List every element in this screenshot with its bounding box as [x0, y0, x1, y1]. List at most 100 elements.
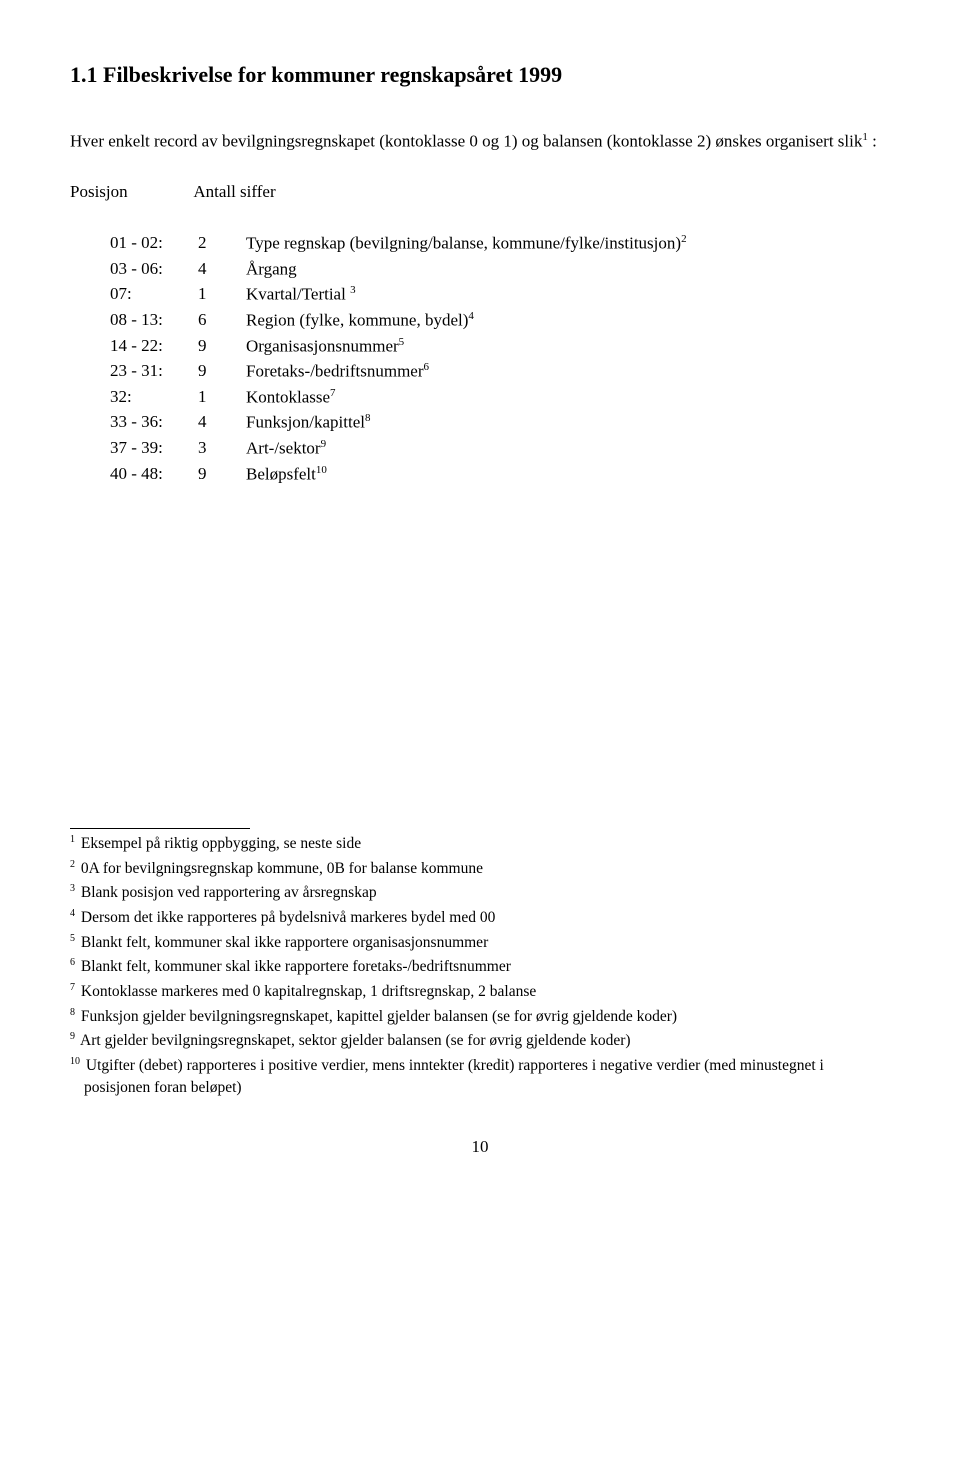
- cell-desc-text: Funksjon/kapittel: [246, 413, 365, 432]
- footnote-text: Utgifter (debet) rapporteres i positive …: [84, 1057, 824, 1096]
- cell-position: 08 - 13:: [110, 309, 198, 335]
- footnote: 10 Utgifter (debet) rapporteres i positi…: [70, 1055, 890, 1100]
- footnote: 2 0A for bevilgningsregnskap kommune, 0B…: [70, 858, 890, 881]
- cell-desc-text: Beløpsfelt: [246, 464, 316, 483]
- cell-description: Kontoklasse7: [246, 386, 695, 412]
- footnote-number: 9: [70, 1031, 75, 1042]
- cell-position: 32:: [110, 386, 198, 412]
- cell-desc-text: Organisasjonsnummer: [246, 336, 399, 355]
- cell-desc-sup: 4: [468, 310, 474, 322]
- footnote-number: 7: [70, 982, 75, 993]
- cell-desc-text: Region (fylke, kommune, bydel): [246, 311, 468, 330]
- cell-description: Beløpsfelt10: [246, 463, 695, 489]
- cell-desc-sup: 2: [681, 233, 687, 245]
- table-row: 37 - 39: 3 Art-/sektor9: [110, 437, 695, 463]
- cell-description: Funksjon/kapittel8: [246, 411, 695, 437]
- field-table-body: 01 - 02: 2 Type regnskap (bevilgning/bal…: [110, 232, 695, 488]
- cell-description: Årgang: [246, 258, 695, 284]
- page-heading: 1.1 Filbeskrivelse for kommuner regnskap…: [70, 60, 890, 90]
- cell-count: 1: [198, 283, 246, 309]
- table-row: 23 - 31: 9 Foretaks-/bedriftsnummer6: [110, 360, 695, 386]
- table-row: 32: 1 Kontoklasse7: [110, 386, 695, 412]
- column-header-count: Antall siffer: [193, 182, 275, 201]
- footnote: 7 Kontoklasse markeres med 0 kapitalregn…: [70, 981, 890, 1004]
- footnote-number: 2: [70, 859, 75, 870]
- footnote: 9 Art gjelder bevilgningsregnskapet, sek…: [70, 1030, 890, 1053]
- footnote-separator: [70, 828, 250, 829]
- cell-count: 9: [198, 463, 246, 489]
- footnote-text: 0A for bevilgningsregnskap kommune, 0B f…: [81, 860, 483, 877]
- cell-desc-sup: 8: [365, 412, 371, 424]
- cell-description: Art-/sektor9: [246, 437, 695, 463]
- cell-desc-text: Art-/sektor: [246, 439, 321, 458]
- cell-description: Region (fylke, kommune, bydel)4: [246, 309, 695, 335]
- intro-text: Hver enkelt record av bevilgningsregnska…: [70, 131, 862, 150]
- cell-desc-sup: 3: [350, 284, 356, 296]
- footnote-number: 4: [70, 908, 75, 919]
- cell-desc-text: Type regnskap (bevilgning/balanse, kommu…: [246, 234, 681, 253]
- cell-count: 6: [198, 309, 246, 335]
- table-row: 08 - 13: 6 Region (fylke, kommune, bydel…: [110, 309, 695, 335]
- cell-desc-sup: 6: [424, 361, 430, 373]
- intro-paragraph: Hver enkelt record av bevilgningsregnska…: [70, 130, 890, 154]
- footnote-number: 1: [70, 834, 75, 845]
- footnote-text: Eksempel på riktig oppbygging, se neste …: [81, 835, 361, 852]
- column-header-position: Posisjon: [70, 181, 190, 204]
- footnotes-block: 1 Eksempel på riktig oppbygging, se nest…: [70, 833, 890, 1100]
- footnote-number: 8: [70, 1007, 75, 1018]
- footnote: 6 Blankt felt, kommuner skal ikke rappor…: [70, 956, 890, 979]
- footnote-number: 6: [70, 957, 75, 968]
- footnote-text: Kontoklasse markeres med 0 kapitalregnsk…: [81, 983, 536, 1000]
- footnote-text: Blankt felt, kommuner skal ikke rapporte…: [81, 934, 488, 951]
- cell-position: 40 - 48:: [110, 463, 198, 489]
- cell-desc-text: Årgang: [246, 259, 297, 278]
- footnote-number: 3: [70, 883, 75, 894]
- cell-position: 07:: [110, 283, 198, 309]
- cell-desc-text: Foretaks-/bedriftsnummer: [246, 362, 424, 381]
- table-row: 40 - 48: 9 Beløpsfelt10: [110, 463, 695, 489]
- cell-position: 03 - 06:: [110, 258, 198, 284]
- footnote: 8 Funksjon gjelder bevilgningsregnskapet…: [70, 1006, 890, 1029]
- cell-count: 3: [198, 437, 246, 463]
- cell-count: 9: [198, 335, 246, 361]
- cell-position: 23 - 31:: [110, 360, 198, 386]
- footnote-text: Blank posisjon ved rapportering av årsre…: [81, 885, 377, 902]
- cell-position: 37 - 39:: [110, 437, 198, 463]
- cell-desc-text: Kontoklasse: [246, 387, 330, 406]
- cell-desc-sup: 10: [316, 464, 327, 476]
- footnote-text: Dersom det ikke rapporteres på bydelsniv…: [81, 909, 496, 926]
- cell-count: 1: [198, 386, 246, 412]
- footnote: 4 Dersom det ikke rapporteres på bydelsn…: [70, 907, 890, 930]
- column-header-row: Posisjon Antall siffer: [70, 181, 890, 204]
- cell-desc-sup: 9: [321, 438, 327, 450]
- page-number: 10: [70, 1136, 890, 1159]
- cell-description: Foretaks-/bedriftsnummer6: [246, 360, 695, 386]
- table-row: 33 - 36: 4 Funksjon/kapittel8: [110, 411, 695, 437]
- footnote-text: Blankt felt, kommuner skal ikke rapporte…: [81, 958, 511, 975]
- cell-position: 01 - 02:: [110, 232, 198, 258]
- footnote: 1 Eksempel på riktig oppbygging, se nest…: [70, 833, 890, 856]
- table-row: 03 - 06: 4 Årgang: [110, 258, 695, 284]
- table-row: 01 - 02: 2 Type regnskap (bevilgning/bal…: [110, 232, 695, 258]
- footnote-text: Art gjelder bevilgningsregnskapet, sekto…: [80, 1032, 631, 1049]
- cell-desc-sup: 5: [399, 336, 405, 348]
- intro-colon: :: [868, 131, 877, 150]
- cell-position: 33 - 36:: [110, 411, 198, 437]
- footnote-number: 10: [70, 1056, 80, 1067]
- field-table: 01 - 02: 2 Type regnskap (bevilgning/bal…: [110, 232, 695, 488]
- cell-count: 9: [198, 360, 246, 386]
- footnote-text: Funksjon gjelder bevilgningsregnskapet, …: [81, 1008, 677, 1025]
- cell-count: 2: [198, 232, 246, 258]
- cell-count: 4: [198, 411, 246, 437]
- cell-count: 4: [198, 258, 246, 284]
- table-row: 07: 1 Kvartal/Tertial 3: [110, 283, 695, 309]
- cell-desc-sup: 7: [330, 387, 336, 399]
- cell-position: 14 - 22:: [110, 335, 198, 361]
- cell-description: Type regnskap (bevilgning/balanse, kommu…: [246, 232, 695, 258]
- footnote: 5 Blankt felt, kommuner skal ikke rappor…: [70, 932, 890, 955]
- cell-description: Organisasjonsnummer5: [246, 335, 695, 361]
- table-row: 14 - 22: 9 Organisasjonsnummer5: [110, 335, 695, 361]
- footnote-number: 5: [70, 933, 75, 944]
- cell-desc-text: Kvartal/Tertial: [246, 285, 350, 304]
- cell-description: Kvartal/Tertial 3: [246, 283, 695, 309]
